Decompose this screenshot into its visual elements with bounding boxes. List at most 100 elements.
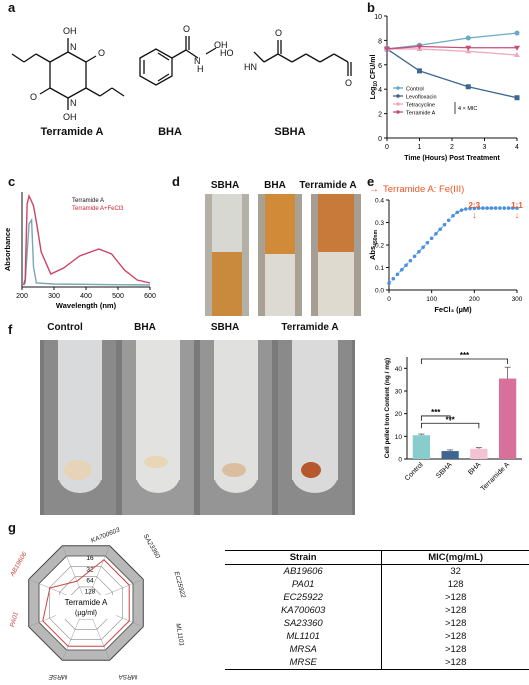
compound-name-sbha: SBHA [274,126,306,138]
data-point [438,227,442,232]
x-tick-label: 4 [515,144,519,151]
data-point [515,206,519,210]
radar-data-polygon [42,559,130,647]
atom-o-sbha-1: O [275,28,282,38]
y-axis-label: Log10 CFU/ml [370,55,379,100]
x-tick-label: 600 [144,293,156,300]
data-point [451,213,455,218]
compound-name-terramide-a: Terramide A [40,126,104,138]
radar-axis-label: MRSA [119,673,138,680]
x-tick-label: 400 [80,293,92,300]
atom-o-sbha-2: O [345,78,352,88]
x-axis-label: FeCl₃ (µM) [434,305,472,314]
tube-f-label-control: Control [47,322,83,333]
panel-label-d: d [172,174,180,189]
y-axis-label: Absorbance [3,228,12,271]
y-tick-label: 10 [374,14,382,21]
data-point [481,206,485,210]
radar-axis-label: AB19606 [8,551,28,579]
data-point [514,95,520,101]
y-tick-label: 0.1 [375,265,384,272]
data-point [476,206,481,210]
strain-cell: MRSE [225,656,383,670]
legend-label: Tetracycline [406,103,435,109]
legend-label-0: Terramide A [72,198,104,204]
data-point [468,206,472,211]
radar-axis-label: PA01 [9,611,20,628]
tube-d-label-sbha: SBHA [210,180,240,191]
data-point [412,254,417,259]
compound-name-bha: BHA [158,126,182,138]
x-tick-label: 1 [418,144,422,151]
chemical-structures: OH OH N N O O O N H OH HO HN O O [11,24,352,122]
uv-vis-chart: 200 300 400 500 600 Wavelength (nm) Absorbance… [3,192,156,310]
radar-center-bg [56,595,116,619]
significance-label: *** [431,408,441,417]
data-point [429,236,434,241]
x-axis-label: Wavelength (nm) [56,301,117,310]
tube-f-sbha [200,340,272,515]
mic-cell: >128 [444,644,467,655]
significance-bracket [420,358,509,364]
bar-1 [441,451,459,459]
table-header-strain: Strain [225,550,383,565]
annotation-label: Terramide A: Fe(III) [383,184,464,195]
atom-n-bottom: N [70,98,77,108]
radar-center-label: Terramide A [65,598,108,607]
category-label: Control [404,461,425,482]
mic-table: Strain MIC(mg/mL) AB19606 32 PA01 128 EC25… [225,550,529,670]
table-header-mic: MIC(mg/mL) [381,550,529,565]
table-row: AB19606 32 [225,564,529,578]
ring-label: 64 [86,577,94,584]
panel-label-e: e [367,174,375,189]
data-point [455,210,460,215]
legend-label: Control [406,87,424,93]
tube-f-label-sbha: SBHA [210,322,240,333]
fit-line [388,207,517,284]
tube-photos-d [205,194,361,316]
radar-axis-label: SA23360 [142,533,162,560]
panel-label-a: a [8,0,16,15]
data-point [514,30,520,36]
data-point [498,206,502,210]
y-tick-label: 0.0 [375,288,384,295]
data-point [446,218,451,223]
tube-f-bha [122,340,194,515]
y-tick-label: 40 [395,366,403,373]
y-axis-label: Cell pellet Iron Content (ng / mg) [384,358,391,458]
legend-label: Terramide A [406,111,436,117]
x-tick-label: 0 [387,296,391,303]
radar-spoke [62,545,87,604]
table-row: MRSA >128 [225,643,529,656]
y-tick-label: 10 [395,434,403,441]
data-point [421,245,425,250]
ratio-label: 1:1 [511,201,523,210]
mic-radar-chart: 16 32 64 128 KA700603 SA23360 EC25922 ML1101 MRS… [8,527,186,680]
ratio-label: 2:3 [469,201,481,210]
time-kill-chart: 0 2 4 6 8 10 0 1 2 3 4 Time (Hours) Post Treatment L… [370,14,520,162]
y-tick-label: 6 [378,63,382,70]
atom-h-bha: H [197,64,204,74]
data-point [416,44,423,50]
legend-marker [396,110,400,114]
data-point [464,207,468,211]
atom-hn-sbha: HN [244,62,257,72]
atom-ho-sbha: HO [220,48,234,58]
strain-cell: PA01 [225,578,383,591]
data-point [408,258,413,263]
tube-f-label-bha: BHA [134,322,156,333]
legend-marker [396,86,400,90]
atom-oh-top: OH [63,26,77,36]
strain-cell: EC25922 [225,591,383,604]
data-point [502,206,506,210]
series-line-0 [386,32,518,50]
ratio-arrow: ↓ [472,210,477,220]
data-point [387,281,391,286]
y-tick-label: 0 [378,136,382,143]
table-row: MRSE >128 [225,656,529,670]
table-row: KA700603 >128 [225,604,529,617]
data-point [417,68,422,74]
y-tick-label: 0.2 [375,243,384,250]
significance-bracket [420,415,451,421]
data-point [493,206,498,210]
